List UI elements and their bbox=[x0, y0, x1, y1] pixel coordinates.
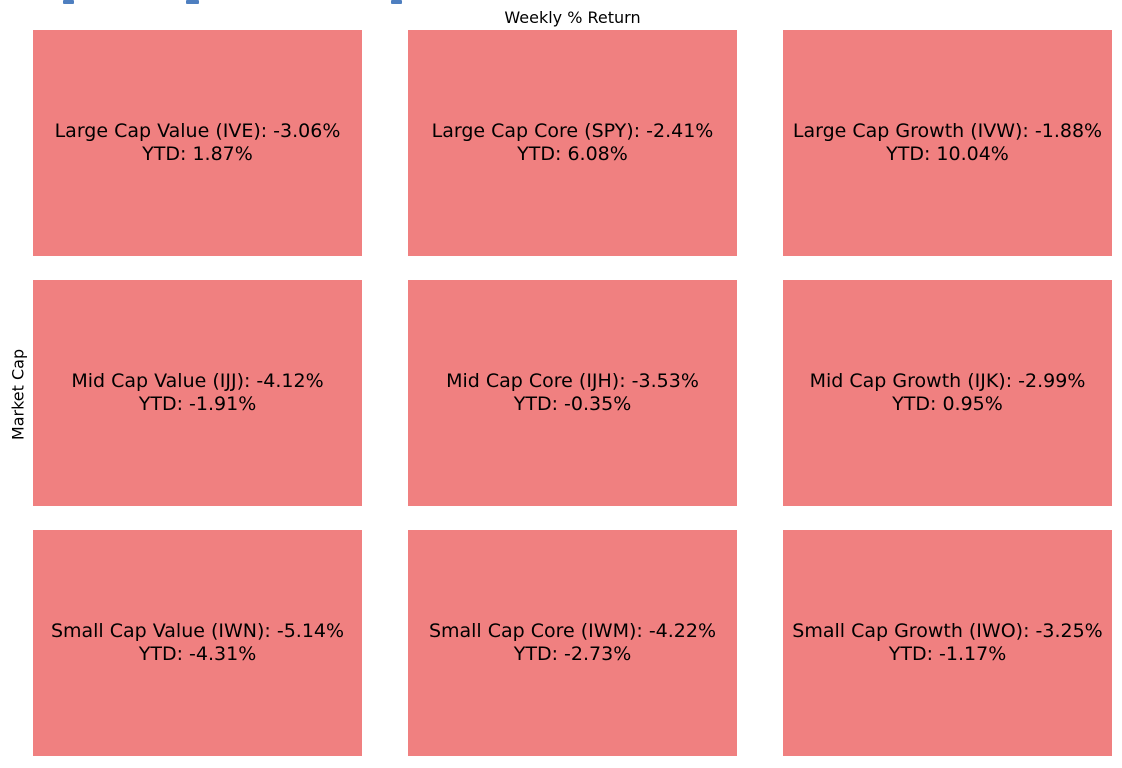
cell-return-line: Large Cap Core (SPY): -2.41% bbox=[431, 120, 714, 142]
cell-ytd-line: YTD: -0.35% bbox=[513, 393, 632, 415]
cell-mid-cap-value: Mid Cap Value (IJJ): -4.12% YTD: -1.91% bbox=[33, 280, 362, 506]
cell-ytd-line: YTD: -1.17% bbox=[888, 643, 1007, 665]
chart-title: Weekly % Return bbox=[504, 8, 641, 27]
y-axis-label: Market Cap bbox=[8, 348, 28, 441]
clipped-text-fragment bbox=[186, 0, 199, 4]
cell-ytd-line: YTD: -1.91% bbox=[138, 393, 257, 415]
cell-small-cap-value: Small Cap Value (IWN): -5.14% YTD: -4.31… bbox=[33, 530, 362, 756]
cell-large-cap-core: Large Cap Core (SPY): -2.41% YTD: 6.08% bbox=[408, 30, 737, 256]
cell-ytd-line: YTD: 1.87% bbox=[142, 143, 253, 165]
cell-small-cap-core: Small Cap Core (IWM): -4.22% YTD: -2.73% bbox=[408, 530, 737, 756]
cell-small-cap-growth: Small Cap Growth (IWO): -3.25% YTD: -1.1… bbox=[783, 530, 1112, 756]
cell-large-cap-growth: Large Cap Growth (IVW): -1.88% YTD: 10.0… bbox=[783, 30, 1112, 256]
style-box-grid: Large Cap Value (IVE): -3.06% YTD: 1.87%… bbox=[33, 30, 1112, 756]
cell-ytd-line: YTD: -4.31% bbox=[138, 643, 257, 665]
cell-ytd-line: YTD: -2.73% bbox=[513, 643, 632, 665]
cell-return-line: Large Cap Value (IVE): -3.06% bbox=[54, 120, 341, 142]
clipped-text-fragment bbox=[391, 0, 402, 4]
cell-return-line: Small Cap Value (IWN): -5.14% bbox=[50, 620, 345, 642]
cell-ytd-line: YTD: 6.08% bbox=[517, 143, 628, 165]
cell-mid-cap-core: Mid Cap Core (IJH): -3.53% YTD: -0.35% bbox=[408, 280, 737, 506]
cell-return-line: Mid Cap Core (IJH): -3.53% bbox=[446, 370, 699, 392]
cell-return-line: Large Cap Growth (IVW): -1.88% bbox=[792, 120, 1103, 142]
clipped-text-fragment bbox=[63, 0, 74, 4]
cell-return-line: Small Cap Growth (IWO): -3.25% bbox=[792, 620, 1103, 642]
cell-return-line: Mid Cap Value (IJJ): -4.12% bbox=[71, 370, 324, 392]
cell-large-cap-value: Large Cap Value (IVE): -3.06% YTD: 1.87% bbox=[33, 30, 362, 256]
cell-ytd-line: YTD: 0.95% bbox=[892, 393, 1003, 415]
cell-return-line: Mid Cap Growth (IJK): -2.99% bbox=[809, 370, 1086, 392]
cell-ytd-line: YTD: 10.04% bbox=[886, 143, 1009, 165]
cell-mid-cap-growth: Mid Cap Growth (IJK): -2.99% YTD: 0.95% bbox=[783, 280, 1112, 506]
cell-return-line: Small Cap Core (IWM): -4.22% bbox=[428, 620, 717, 642]
